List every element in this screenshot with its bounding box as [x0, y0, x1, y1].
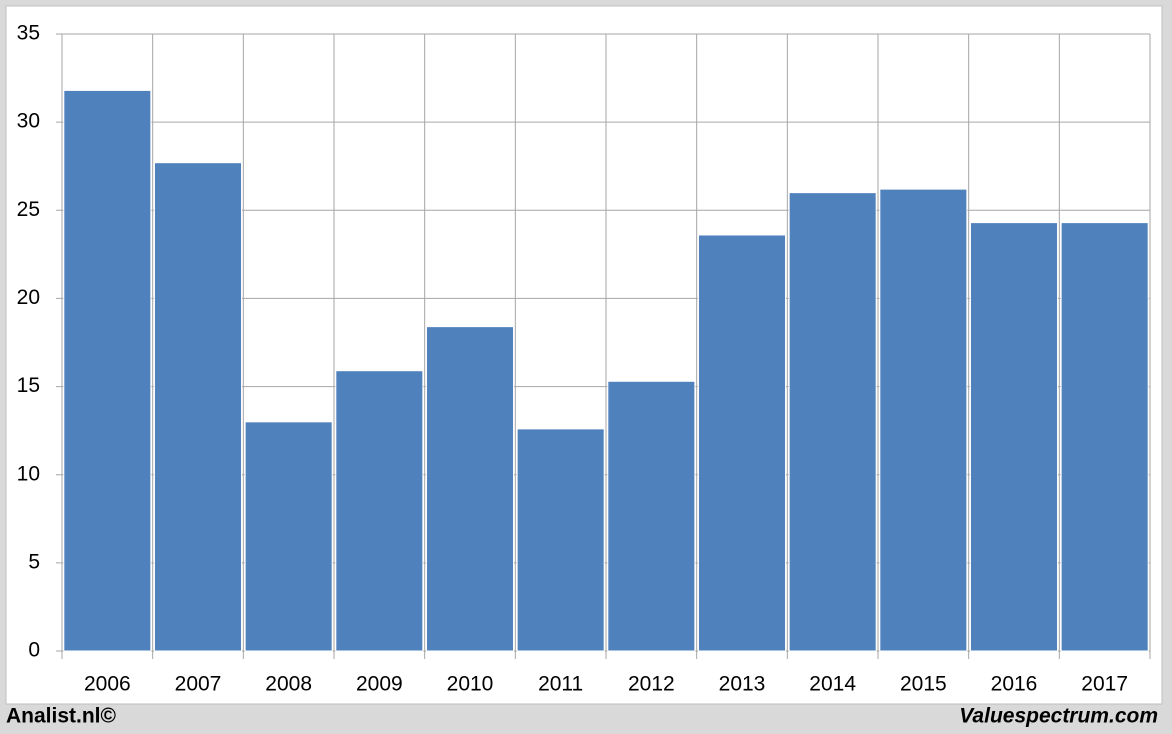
bar: [153, 162, 243, 652]
bar: [879, 188, 968, 652]
y-tick-label: 35: [17, 22, 40, 45]
y-tick-label: 20: [17, 286, 40, 309]
x-tick-label: 2014: [809, 673, 856, 696]
y-tick-label: 0: [28, 639, 40, 662]
footer-left: Analist.nl©: [6, 705, 117, 728]
x-tick-label: 2007: [175, 673, 222, 696]
x-tick-label: 2015: [900, 673, 947, 696]
bar: [335, 370, 424, 652]
y-tick-label: 30: [17, 110, 40, 133]
x-tick-label: 2011: [538, 673, 583, 696]
x-tick-label: 2012: [628, 673, 675, 696]
bar: [244, 421, 333, 652]
x-tick-label: 2006: [84, 673, 131, 696]
bar: [63, 89, 152, 652]
bar: [425, 326, 515, 652]
x-tick-label: 2013: [719, 673, 766, 696]
y-tick-label: 25: [17, 198, 40, 221]
x-tick-label: 2009: [356, 673, 403, 696]
y-tick-label: 5: [28, 550, 40, 573]
bar: [697, 234, 787, 652]
bar: [607, 380, 696, 652]
x-tick-label: 2010: [447, 673, 494, 696]
y-tick-label: 10: [17, 462, 40, 485]
bar: [1060, 222, 1149, 652]
bar: [969, 222, 1059, 652]
footer-right: Valuespectrum.com: [959, 705, 1158, 728]
x-tick-label: 2016: [991, 673, 1038, 696]
bar: [788, 192, 877, 652]
x-tick-label: 2017: [1081, 673, 1128, 696]
y-tick-label: 15: [17, 374, 40, 397]
x-tick-label: 2008: [265, 673, 312, 696]
bar: [516, 428, 605, 652]
